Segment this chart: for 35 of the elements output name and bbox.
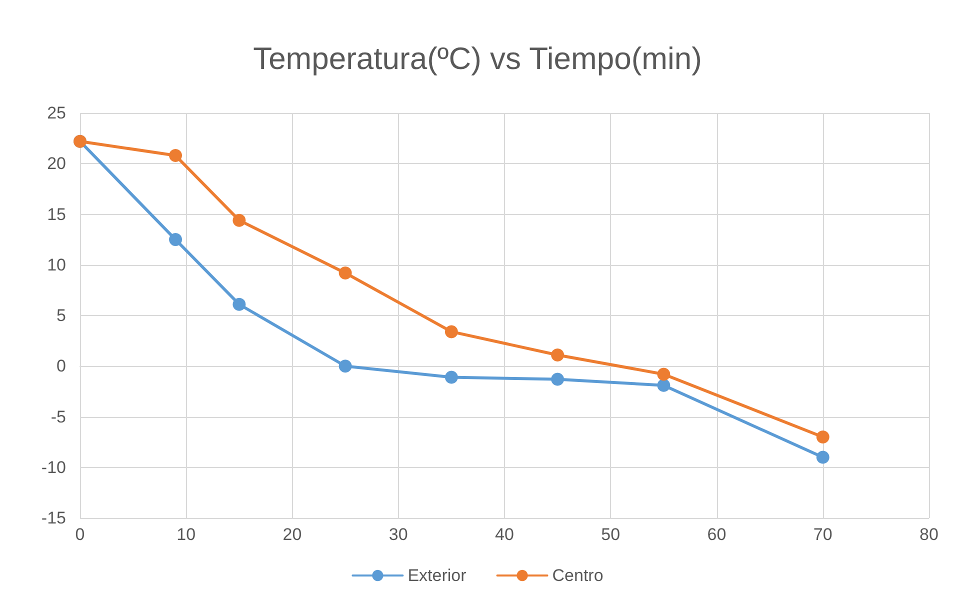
point: [657, 378, 670, 392]
point: [232, 214, 246, 227]
x-tick-label: 60: [707, 525, 726, 544]
x-tick-label: 30: [388, 525, 408, 544]
x-tick-label: 20: [282, 525, 302, 544]
y-tick-label: 10: [47, 255, 66, 274]
point: [551, 348, 564, 362]
y-tick-label: 15: [47, 204, 66, 224]
x-tick-label: 50: [601, 525, 620, 544]
point: [169, 233, 182, 246]
point: [232, 298, 246, 311]
point: [657, 368, 670, 381]
point: [551, 372, 564, 386]
x-tick-label: 10: [176, 525, 196, 544]
point: [169, 149, 182, 162]
legend-label: Exterior: [408, 566, 467, 585]
y-tick-label: -10: [41, 458, 66, 477]
point: [444, 370, 458, 384]
x-tick-label: 80: [920, 525, 938, 544]
x-tick-label: 40: [495, 525, 514, 544]
x-tick-label: 0: [75, 525, 85, 544]
point: [338, 266, 352, 280]
point: [444, 325, 458, 338]
point: [338, 360, 352, 373]
point: [816, 450, 830, 464]
y-tick-label: -5: [50, 407, 66, 426]
y-tick-label: 0: [56, 356, 66, 376]
y-tick-label: 25: [47, 104, 66, 122]
x-tick-label: 70: [813, 525, 832, 544]
y-tick-label: 20: [47, 154, 66, 174]
y-tick-label: -15: [41, 508, 66, 528]
chart-title: Temperatura(ºC) vs Tiempo(min): [253, 41, 702, 76]
legend-label: Centro: [552, 566, 604, 585]
y-tick-label: 5: [56, 306, 66, 325]
point: [816, 430, 830, 444]
